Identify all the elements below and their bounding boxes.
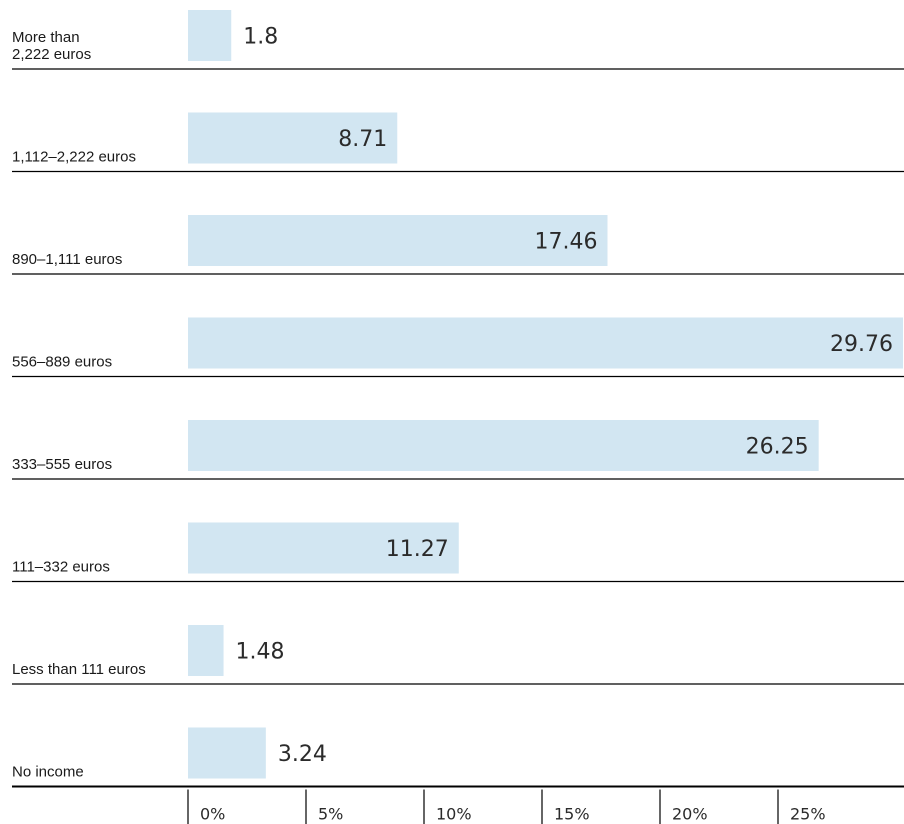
- bar-row: 17.46 890–1,111 euros: [12, 215, 904, 275]
- x-tick-label: 20%: [672, 805, 708, 824]
- bar-row: 11.27 111–332 euros: [12, 522, 904, 583]
- bar: [188, 727, 266, 779]
- x-tick-label: 15%: [554, 805, 590, 824]
- category-label: 556–889 euros: [12, 354, 112, 371]
- category-label: 890–1,111 euros: [12, 251, 122, 268]
- data-label: 3.24: [278, 742, 327, 767]
- data-label: 26.25: [746, 435, 809, 460]
- bar: [188, 317, 903, 369]
- x-tick-label: 10%: [436, 805, 472, 824]
- category-label: More than: [12, 29, 80, 46]
- bar-row: 3.24 No income: [12, 727, 904, 788]
- x-tick-label: 25%: [790, 805, 826, 824]
- data-label: 29.76: [830, 332, 893, 357]
- category-label: 333–555 euros: [12, 456, 112, 473]
- bar: [188, 112, 398, 164]
- x-tick-label: 0%: [200, 805, 225, 824]
- data-label: 17.46: [535, 230, 598, 255]
- data-label: 8.71: [338, 127, 387, 152]
- bar-row: 26.25 333–555 euros: [12, 420, 904, 480]
- category-label: No income: [12, 764, 84, 781]
- bar-row: 1.48 Less than 111 euros: [12, 625, 904, 685]
- bar-row: 29.76 556–889 euros: [12, 317, 904, 378]
- bar: [188, 625, 224, 676]
- category-label: Less than 111 euros: [12, 661, 146, 678]
- bar-row: 8.71 1,112–2,222 euros: [12, 112, 904, 173]
- data-label: 1.48: [236, 640, 285, 665]
- x-axis: 0% 5% 10% 15% 20% 25%: [187, 789, 826, 824]
- data-label: 1.8: [243, 25, 278, 50]
- x-tick-label: 5%: [318, 805, 343, 824]
- bar: [188, 420, 819, 471]
- category-label: 111–332 euros: [12, 559, 110, 576]
- bar: [188, 10, 232, 61]
- category-label: 2,222 euros: [12, 46, 91, 63]
- data-label: 11.27: [386, 537, 449, 562]
- bar: [188, 215, 608, 266]
- bar: [188, 522, 459, 574]
- category-label: 1,112–2,222 euros: [12, 149, 136, 166]
